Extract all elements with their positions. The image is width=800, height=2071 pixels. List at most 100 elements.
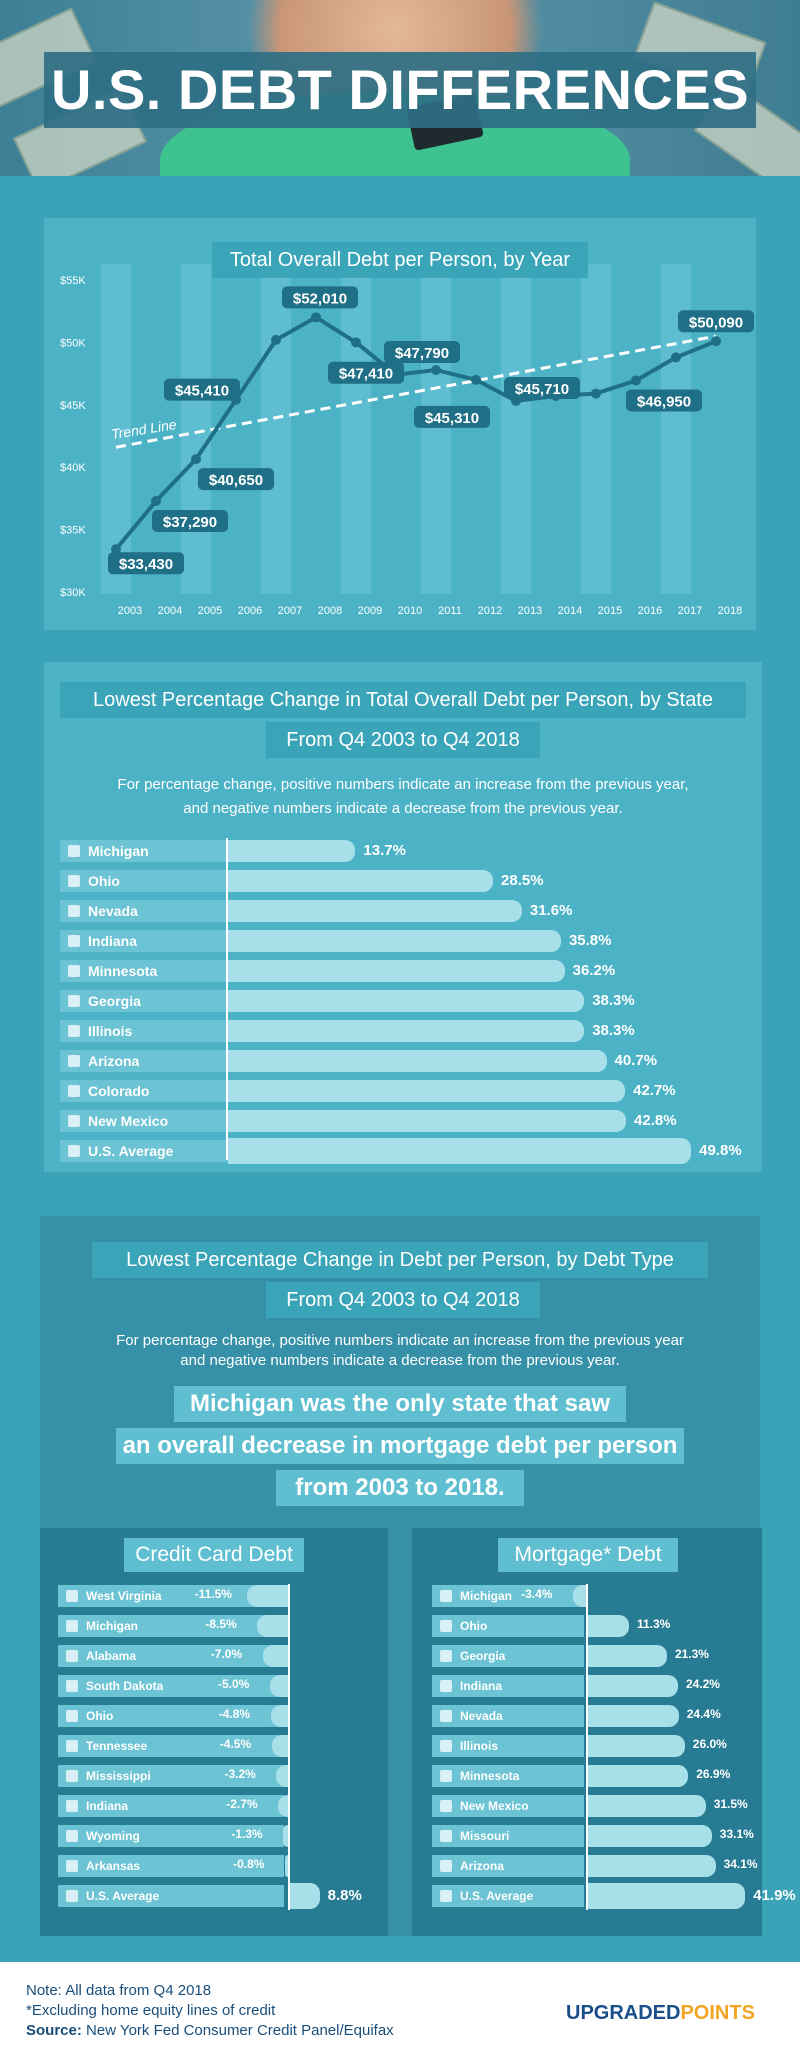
value-label: 28.5%	[501, 872, 544, 889]
x-tick-label: 2015	[598, 605, 622, 617]
bar-row: Ohio -4.8%	[58, 1705, 384, 1727]
column-band	[261, 264, 291, 594]
mortgage-axis	[586, 1584, 588, 1910]
bar	[586, 1615, 629, 1637]
bar-row: Indiana -2.7%	[58, 1795, 384, 1817]
bar-row: Tennessee -4.5%	[58, 1735, 384, 1757]
credit-card-axis	[288, 1584, 290, 1910]
bar-row: Michigan -3.4%	[432, 1585, 758, 1607]
bar-row: New Mexico 42.8%	[60, 1110, 750, 1132]
value-label: 26.9%	[696, 1767, 731, 1781]
data-label: $52,010	[293, 290, 347, 307]
column-band	[341, 264, 371, 594]
bar-row: West Virginia -11.5%	[58, 1585, 384, 1607]
value-label: 35.8%	[568, 932, 612, 949]
value-label: 40.7%	[614, 1052, 658, 1069]
line-chart-title: Total Overall Debt per Person, by Year	[212, 242, 588, 278]
data-point	[671, 352, 681, 363]
category-label: Nevada	[432, 1705, 584, 1727]
column-band	[581, 264, 611, 594]
state-shape-icon	[66, 1740, 78, 1752]
state-shape-icon	[68, 875, 80, 887]
x-tick-label: 2008	[318, 605, 342, 617]
bar-row: Ohio 11.3%	[432, 1615, 758, 1637]
bar	[228, 990, 585, 1012]
category-label: Colorado	[60, 1080, 228, 1102]
value-label: -7.0%	[210, 1647, 243, 1661]
bar	[228, 1020, 585, 1042]
highlight-line-1: Michigan was the only state that saw	[174, 1386, 626, 1422]
value-label: 24.4%	[686, 1707, 721, 1721]
category-label: Michigan	[432, 1585, 584, 1607]
value-label: -3.4%	[521, 1587, 553, 1601]
state-shape-icon	[68, 965, 80, 977]
bar-row: Indiana 35.8%	[60, 930, 750, 952]
category-label: Indiana	[432, 1675, 584, 1697]
state-shape-icon	[440, 1830, 452, 1842]
data-point	[631, 375, 641, 386]
category-label: Illinois	[432, 1735, 584, 1757]
bar-row: Indiana 24.2%	[432, 1675, 758, 1697]
value-label: -11.5%	[194, 1587, 232, 1601]
bar-row: Wyoming -1.3%	[58, 1825, 384, 1847]
state-bars-note-1: For percentage change, positive numbers …	[117, 776, 689, 793]
data-label-box	[198, 468, 274, 491]
state-shape-icon	[66, 1650, 78, 1662]
state-shape-icon	[440, 1710, 452, 1722]
bar	[586, 1675, 678, 1697]
state-shape-icon	[66, 1710, 78, 1722]
bar-row: Arizona 34.1%	[432, 1855, 758, 1877]
value-label: 33.1%	[719, 1827, 754, 1841]
data-label: $47,410	[339, 366, 393, 383]
data-point	[151, 496, 161, 507]
bar-row: Arizona 40.7%	[60, 1050, 750, 1072]
bar-row: New Mexico 31.5%	[432, 1795, 758, 1817]
state-shape-icon	[66, 1800, 78, 1812]
bar-row: Illinois 38.3%	[60, 1020, 750, 1042]
category-label: U.S. Average	[432, 1885, 584, 1907]
bar-row: Michigan 13.7%	[60, 840, 750, 862]
bar-row: Mississippi -3.2%	[58, 1765, 384, 1787]
bar	[228, 960, 565, 982]
x-tick-label: 2018	[718, 605, 742, 617]
state-bars-note-2: and negative numbers indicate a decrease…	[183, 800, 623, 817]
category-label: U.S. Average	[58, 1885, 284, 1907]
value-label: -3.2%	[224, 1767, 256, 1781]
state-shape-icon	[68, 1055, 80, 1067]
y-tick-label: $35K	[60, 525, 86, 537]
bar-row: Nevada 24.4%	[432, 1705, 758, 1727]
category-label: Arizona	[60, 1050, 228, 1072]
state-shape-icon	[68, 935, 80, 947]
data-label: $47,790	[395, 345, 449, 362]
data-point	[711, 336, 721, 347]
data-label-box	[164, 378, 240, 401]
hero-title-background	[44, 52, 756, 128]
value-label: 8.8%	[327, 1887, 362, 1904]
category-label: Nevada	[60, 900, 228, 922]
brand-logo[interactable]: UPGRADEDPOINTS	[566, 2002, 755, 2025]
bar	[285, 1855, 288, 1877]
bar-row: Minnesota 26.9%	[432, 1765, 758, 1787]
state-bars-subtitle: From Q4 2003 to Q4 2018	[266, 722, 540, 758]
x-tick-label: 2013	[518, 605, 542, 617]
bar-row: Georgia 21.3%	[432, 1645, 758, 1667]
bar	[257, 1615, 288, 1637]
state-shape-icon	[66, 1860, 78, 1872]
bar	[586, 1645, 667, 1667]
x-tick-label: 2010	[398, 605, 422, 617]
category-label: Arkansas	[58, 1855, 284, 1877]
x-tick-label: 2012	[478, 605, 502, 617]
state-shape-icon	[440, 1860, 452, 1872]
value-label: -1.3%	[231, 1827, 263, 1841]
data-point	[591, 388, 601, 399]
bar	[586, 1825, 712, 1847]
state-shape-icon	[68, 1085, 80, 1097]
state-shape-icon	[68, 1145, 80, 1157]
value-label: 49.8%	[699, 1142, 742, 1159]
highlight-line-2: an overall decrease in mortgage debt per…	[116, 1428, 684, 1464]
bar	[228, 840, 356, 862]
category-label: West Virginia	[58, 1585, 284, 1607]
category-label: U.S. Average	[60, 1140, 228, 1162]
data-label-box	[282, 286, 358, 309]
bar-row: U.S. Average 49.8%	[60, 1138, 750, 1164]
